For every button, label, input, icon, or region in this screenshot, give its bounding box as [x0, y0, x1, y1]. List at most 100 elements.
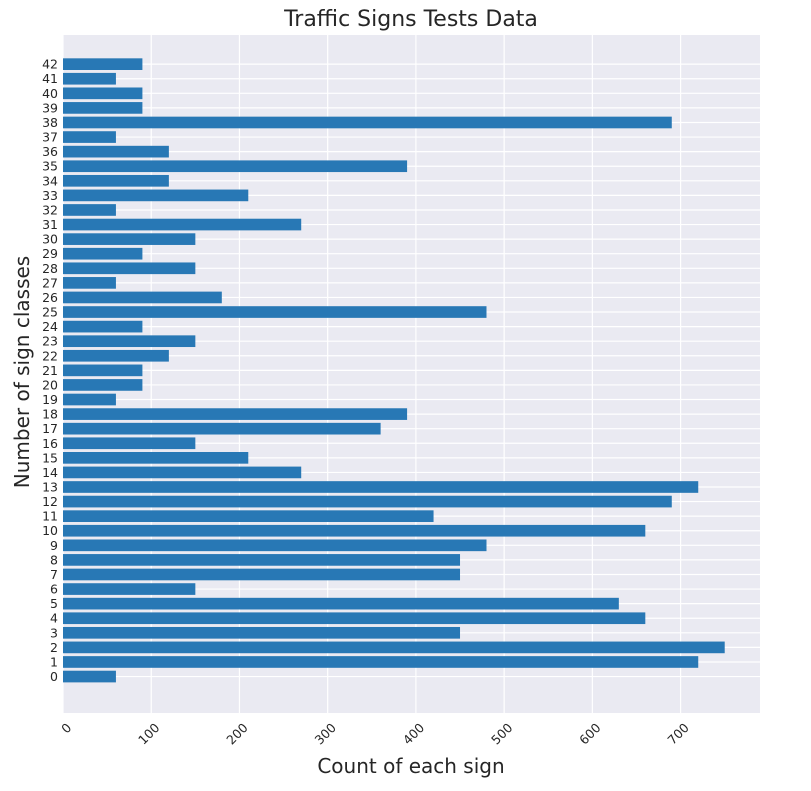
- y-tick-label: 34: [42, 173, 58, 188]
- y-tick-label: 23: [42, 334, 58, 349]
- bar: [63, 72, 116, 85]
- bar: [63, 524, 646, 537]
- bar: [63, 481, 699, 493]
- bar: [63, 626, 461, 639]
- bar: [63, 510, 434, 522]
- y-tick-label: 6: [50, 582, 58, 597]
- x-tick-label: 200: [223, 720, 251, 748]
- y-tick-label: 40: [42, 86, 58, 101]
- bar: [63, 379, 143, 391]
- bar: [63, 306, 487, 318]
- bar: [63, 335, 196, 348]
- y-tick-labels: 0123456789101112131415161718192021222324…: [42, 57, 58, 684]
- bar: [63, 145, 169, 158]
- bar: [63, 393, 116, 406]
- y-tick-label: 29: [42, 246, 58, 261]
- bar: [63, 291, 222, 304]
- y-tick-label: 9: [50, 538, 58, 553]
- y-tick-label: 35: [42, 159, 58, 174]
- y-tick-label: 33: [42, 188, 58, 203]
- y-tick-label: 31: [42, 217, 58, 232]
- bar: [63, 612, 646, 625]
- x-tick-label: 600: [576, 720, 604, 748]
- bar: [63, 583, 196, 595]
- bar: [63, 670, 116, 683]
- bar: [63, 58, 143, 70]
- y-tick-label: 8: [50, 552, 58, 567]
- bar: [63, 656, 699, 668]
- y-tick-label: 3: [50, 625, 58, 640]
- bar: [63, 554, 461, 566]
- x-axis-label: Count of each sign: [317, 754, 504, 778]
- bar: [63, 539, 487, 552]
- y-tick-label: 42: [42, 57, 58, 72]
- y-tick-label: 18: [42, 407, 58, 422]
- bar: [63, 641, 725, 654]
- y-tick-label: 30: [42, 232, 58, 247]
- x-tick-label: 500: [488, 720, 516, 748]
- y-tick-label: 22: [42, 348, 58, 363]
- y-tick-label: 12: [42, 494, 58, 509]
- bar: [63, 233, 196, 245]
- bar: [63, 277, 116, 289]
- bar: [63, 189, 249, 202]
- bar: [63, 131, 116, 143]
- x-tick-label: 400: [400, 720, 428, 748]
- y-tick-label: 25: [42, 305, 58, 320]
- y-tick-label: 15: [42, 450, 58, 465]
- y-tick-label: 11: [42, 509, 58, 524]
- bar: [63, 320, 143, 333]
- y-axis-label: Number of sign classes: [10, 256, 34, 488]
- y-tick-label: 24: [42, 319, 58, 334]
- y-tick-label: 7: [50, 567, 58, 582]
- bar: [63, 160, 408, 173]
- y-tick-label: 17: [42, 421, 58, 436]
- y-tick-label: 20: [42, 377, 58, 392]
- y-tick-label: 10: [42, 523, 58, 538]
- bar: [63, 218, 302, 231]
- bar: [63, 422, 381, 435]
- bar: [63, 262, 196, 275]
- y-tick-label: 0: [50, 669, 58, 684]
- chart-title: Traffic Signs Tests Data: [283, 7, 538, 32]
- y-tick-label: 37: [42, 130, 58, 145]
- bar: [63, 408, 408, 420]
- bar: [63, 87, 143, 100]
- y-tick-label: 5: [50, 596, 58, 611]
- x-tick-labels: 0 100 200 300 400 500 600 700: [58, 720, 692, 748]
- bar: [63, 247, 143, 260]
- x-tick-label: 0: [58, 720, 74, 736]
- x-tick-label: 100: [135, 720, 163, 748]
- bar: [63, 364, 143, 377]
- y-tick-label: 39: [42, 100, 58, 115]
- x-tick-label: 700: [664, 720, 692, 748]
- y-tick-label: 14: [42, 465, 58, 480]
- y-tick-label: 27: [42, 275, 58, 290]
- bars: [63, 58, 725, 683]
- y-tick-label: 21: [42, 363, 58, 378]
- y-tick-label: 16: [42, 436, 58, 451]
- y-tick-label: 2: [50, 640, 58, 655]
- bar: [63, 116, 672, 129]
- y-tick-label: 1: [50, 654, 58, 669]
- bar: [63, 568, 461, 581]
- bar: [63, 349, 169, 362]
- y-tick-label: 36: [42, 144, 58, 159]
- y-tick-label: 26: [42, 290, 58, 305]
- y-tick-label: 38: [42, 115, 58, 130]
- bar: [63, 102, 143, 114]
- bar: [63, 174, 169, 187]
- bar: [63, 437, 196, 450]
- y-tick-label: 19: [42, 392, 58, 407]
- x-tick-label: 300: [312, 720, 340, 748]
- bar: [63, 466, 302, 479]
- bar: [63, 204, 116, 216]
- y-tick-label: 41: [42, 71, 58, 86]
- y-tick-label: 32: [42, 202, 58, 217]
- bar: [63, 597, 619, 610]
- bar: [63, 452, 249, 464]
- bar: [63, 495, 672, 508]
- y-tick-label: 28: [42, 261, 58, 276]
- y-tick-label: 13: [42, 480, 58, 495]
- y-tick-label: 4: [50, 611, 58, 626]
